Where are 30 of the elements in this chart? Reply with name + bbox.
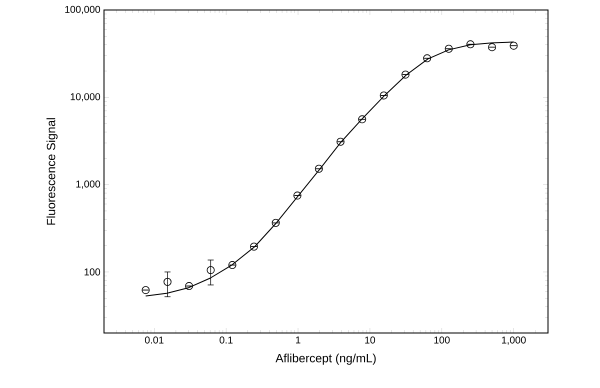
point xyxy=(401,70,410,79)
point xyxy=(250,242,258,251)
y-tick-label: 100 xyxy=(84,268,100,276)
x-tick-label: 100 xyxy=(434,336,450,344)
point xyxy=(185,282,194,290)
point xyxy=(466,40,474,48)
point xyxy=(444,44,453,53)
x-tick-label: 1,000 xyxy=(502,336,526,345)
point xyxy=(423,54,432,62)
x-tick-label: 10 xyxy=(365,336,376,344)
point xyxy=(206,266,215,274)
point xyxy=(336,138,345,146)
y-axis-title: Fluorescence Signal xyxy=(46,118,58,225)
x-axis-title: Aflibercept (ng/mL) xyxy=(276,354,376,365)
y-tick-label: 100,000 xyxy=(65,6,100,14)
point xyxy=(510,42,518,50)
y-tick-label: 1,000 xyxy=(76,180,100,189)
y-tick-label: 10,000 xyxy=(70,93,100,102)
point xyxy=(314,164,323,173)
x-tick-label: 1 xyxy=(296,336,300,344)
point xyxy=(142,286,150,294)
x-tick-label: 0.1 xyxy=(220,336,233,344)
point xyxy=(293,192,302,200)
point xyxy=(358,115,366,124)
point xyxy=(272,218,280,227)
point xyxy=(164,278,172,286)
point xyxy=(488,43,496,52)
x-tick-label: 0.01 xyxy=(144,336,164,344)
point xyxy=(380,91,388,100)
point xyxy=(228,261,236,270)
